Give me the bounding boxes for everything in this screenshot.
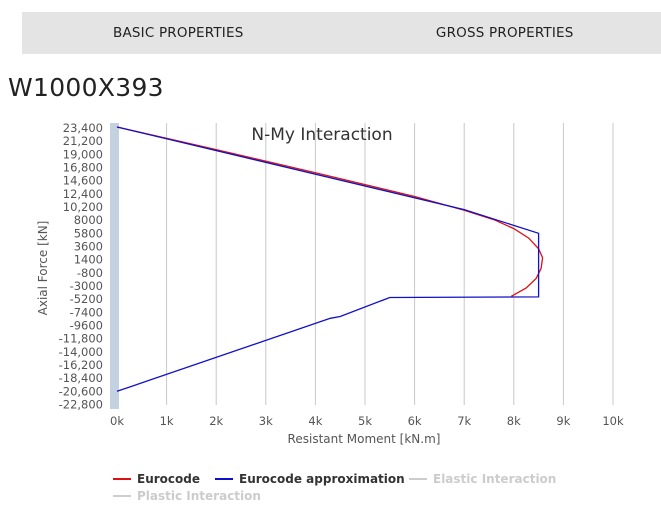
x-tick-label: 10k [602, 414, 624, 428]
x-tick-label: 5k [358, 414, 372, 428]
x-tick-label: 4k [308, 414, 322, 428]
y-tick-label: -20,600 [59, 384, 103, 398]
y-axis-band [110, 123, 119, 409]
y-tick-label: -9600 [70, 319, 103, 333]
y-tick-label: -800 [77, 266, 103, 280]
x-tick-label: 3k [259, 414, 273, 428]
legend-item-plastic-interaction[interactable]: Plastic Interaction [113, 489, 261, 503]
legend-label: Elastic Interaction [433, 472, 557, 486]
series-line-eurocode [116, 126, 544, 297]
y-tick-label: -7400 [70, 305, 103, 319]
y-tick-label: -11,800 [59, 332, 103, 346]
y-tick-label: 23,400 [63, 121, 103, 135]
legend-swatch [409, 478, 427, 480]
y-tick-label: 21,200 [63, 134, 103, 148]
y-tick-label: 16,800 [63, 161, 103, 175]
grid-lines [166, 123, 614, 405]
y-tick-label: 8000 [74, 213, 103, 227]
x-axis-label: Resistant Moment [kN.m] [288, 432, 441, 446]
series-lines [116, 126, 544, 392]
y-tick-label: 3600 [74, 240, 103, 254]
x-tick-labels: 0k 1k 2k 3k 4k 5k 6k 7k 8k 9k 10k [110, 414, 624, 428]
x-tick-label: 2k [209, 414, 223, 428]
legend-label: Plastic Interaction [137, 489, 261, 503]
x-tick-label: 1k [160, 414, 174, 428]
legend-item-elastic-interaction[interactable]: Elastic Interaction [409, 472, 556, 486]
tab-bar: BASIC PROPERTIES GROSS PROPERTIES [22, 12, 661, 54]
legend-swatch [215, 478, 233, 480]
x-tick-label: 7k [457, 414, 471, 428]
y-tick-label: -18,400 [59, 371, 103, 385]
tab-basic-properties[interactable]: BASIC PROPERTIES [112, 25, 244, 41]
legend-label: Eurocode approximation [239, 472, 405, 486]
section-title: W1000X393 [8, 73, 164, 102]
y-tick-label: -14,000 [59, 345, 103, 359]
legend-item-eurocode-approximation[interactable]: Eurocode approximation [215, 472, 405, 486]
y-tick-labels: 23,40021,20019,00016,80014,60012,40010,2… [59, 121, 103, 412]
chart-title: N-My Interaction [251, 125, 392, 145]
y-tick-label: 1400 [74, 253, 103, 267]
y-tick-label: -22,800 [59, 398, 103, 412]
x-tick-label: 9k [556, 414, 570, 428]
y-tick-label: -3000 [70, 279, 103, 293]
y-tick-label: -16,200 [59, 358, 103, 372]
x-tick-label: 0k [110, 414, 124, 428]
y-tick-label: 10,200 [63, 200, 103, 214]
x-tick-label: 8k [507, 414, 521, 428]
y-tick-label: 12,400 [63, 187, 103, 201]
y-tick-label: 5800 [74, 226, 103, 240]
y-axis-label: Axial Force [kN] [36, 221, 50, 316]
legend-item-eurocode[interactable]: Eurocode [113, 472, 200, 486]
y-tick-label: 14,600 [63, 174, 103, 188]
x-tick-label: 6k [408, 414, 422, 428]
series-line-eurocode-approximation [116, 126, 540, 392]
legend-swatch [113, 495, 131, 497]
y-tick-label: 19,000 [63, 147, 103, 161]
legend-swatch [113, 478, 131, 480]
y-tick-label: -5200 [70, 292, 103, 306]
legend-label: Eurocode [137, 472, 200, 486]
y-axis-bar [110, 123, 119, 409]
tab-gross-properties[interactable]: GROSS PROPERTIES [435, 25, 574, 41]
